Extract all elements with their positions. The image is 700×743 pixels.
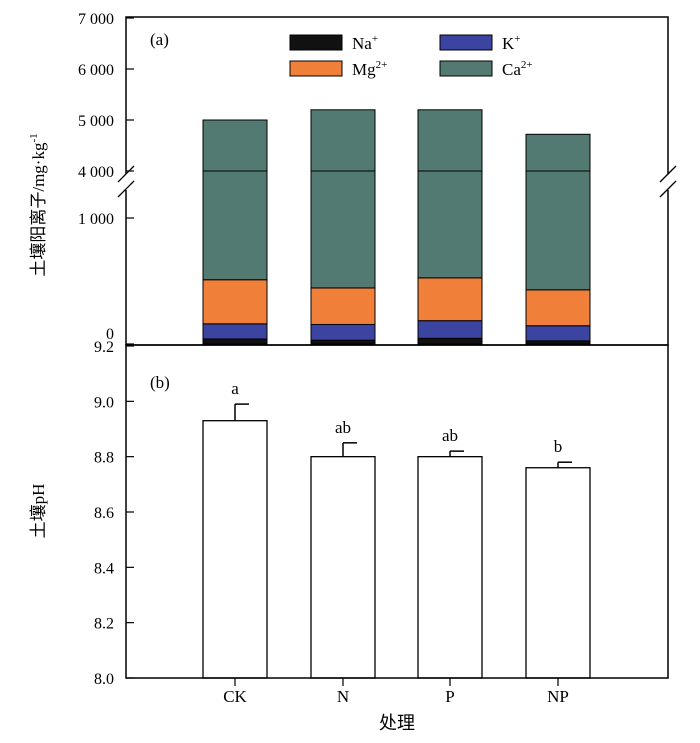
y-tick-label: 8.6 — [94, 505, 114, 522]
legend-swatch-mg — [290, 61, 342, 76]
significance-letter: ab — [442, 426, 458, 445]
ph-bar-NP — [526, 468, 590, 678]
bar-CK-k — [203, 324, 267, 339]
ph-bar-N — [311, 457, 375, 678]
bar-P-mg — [418, 278, 482, 321]
x-tick-label: P — [445, 687, 454, 706]
bar-NP-k — [526, 326, 590, 341]
legend-label-sup: 2+ — [521, 59, 533, 71]
panel-b-y-ticks: 8.0 8.2 8.4 8.6 8.8 9.0 9.2 — [94, 339, 134, 688]
panel-b: aab abb 8.08.28.48.68.89.09.2 CK N P NP (b) … — [28, 339, 668, 733]
legend-label-ca: Ca2+ — [502, 59, 533, 79]
y-tick-label: 8.4 — [94, 560, 114, 577]
y-tick-label: 1 000 — [78, 211, 114, 228]
y-tick-label: 9.0 — [94, 394, 114, 411]
ph-bar-CK — [203, 421, 267, 678]
bar-N-ca-part1 — [311, 155, 375, 288]
x-axis-title: 处理 — [379, 713, 415, 733]
y-tick-label: 8.2 — [94, 616, 114, 633]
bar-P-na — [418, 338, 482, 344]
legend-label-text: Ca — [502, 60, 521, 79]
panel-a-label: (a) — [150, 30, 169, 49]
bar-CK-ca-part2 — [203, 120, 267, 171]
x-tick-label: NP — [547, 687, 569, 706]
legend-label-text: Mg — [352, 60, 376, 79]
y-tick-label: 9.2 — [94, 339, 114, 356]
panel-b-y-axis-title: 土壤pH — [28, 484, 48, 539]
panel-a-y-axis-title-text: 土壤阳离子/mg·kg — [28, 142, 48, 277]
legend-label-text: K — [502, 34, 515, 53]
x-tick-label: N — [337, 687, 349, 706]
bar-NP-ca-part2 — [526, 134, 590, 171]
y-tick-label: 8.8 — [94, 450, 114, 467]
bar-N-ca-part2 — [311, 110, 375, 171]
legend-label-text: Na — [352, 34, 372, 53]
axis-break — [117, 166, 677, 197]
legend-swatch-k — [440, 35, 492, 50]
bar-NP-ca-part1 — [526, 155, 590, 290]
y-tick-label: 8.0 — [94, 671, 114, 688]
panel-a-y-axis-title: 土壤阳离子/mg·kg-1 — [28, 133, 48, 276]
bar-N-k — [311, 324, 375, 340]
y-tick-label: 6 000 — [78, 62, 114, 79]
bar-N-na — [311, 340, 375, 344]
y-tick-label: 7 000 — [78, 11, 114, 28]
legend-label-sup: 2+ — [376, 59, 388, 71]
x-ticks: CK N P NP — [223, 678, 569, 706]
legend-label-sup: + — [514, 33, 520, 45]
legend-label-k: K+ — [502, 33, 521, 53]
significance-letter: a — [231, 379, 239, 398]
legend-label-mg: Mg2+ — [352, 59, 387, 79]
significance-letter: ab — [335, 418, 351, 437]
legend-label-sup: + — [372, 33, 378, 45]
x-tick-label: CK — [223, 687, 247, 706]
y-tick-label: 5 000 — [78, 113, 114, 130]
panel-b-label: (b) — [150, 373, 170, 392]
panel-b-bars: a ab ab b — [203, 379, 590, 678]
bar-P-k — [418, 321, 482, 339]
panel-a-y-axis-title-sup: -1 — [28, 133, 40, 142]
y-tick-label: 4 000 — [78, 164, 114, 181]
bar-CK-mg — [203, 280, 267, 324]
legend-swatch-na — [290, 35, 342, 50]
bar-NP-mg — [526, 290, 590, 326]
significance-letter: b — [554, 437, 563, 456]
bar-P-ca-part2 — [418, 110, 482, 171]
bar-CK-ca-part1 — [203, 155, 267, 280]
bar-N-mg — [311, 288, 375, 325]
legend-swatch-ca — [440, 61, 492, 76]
bar-P-ca-part1 — [418, 155, 482, 278]
bar-CK-na — [203, 339, 267, 344]
legend: Na+ K+Mg2+ Ca2+ — [290, 33, 533, 79]
ph-bar-P — [418, 457, 482, 678]
legend-label-na: Na+ — [352, 33, 378, 53]
panel-a-bars — [203, 110, 590, 344]
